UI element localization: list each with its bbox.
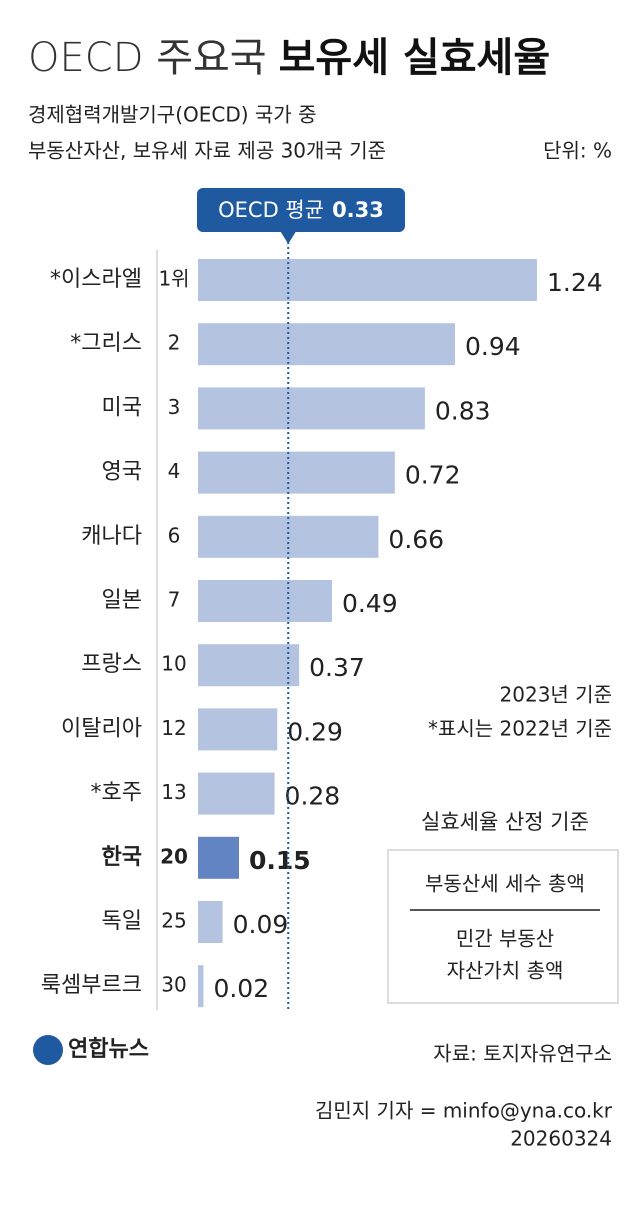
formula-box [387, 849, 619, 1004]
value-label: 0.83 [435, 396, 491, 425]
callout-pointer [280, 231, 297, 244]
value-label: 0.02 [213, 974, 269, 1003]
category-label: 룩셈부르크 [41, 973, 142, 998]
title-light: OECD 주요국 [28, 35, 267, 81]
reference-name: OECD 평균 [218, 198, 324, 222]
logo-icon [33, 1035, 63, 1065]
rank-label: 20 [160, 844, 188, 868]
rank-label: 7 [168, 588, 181, 612]
category-label: 이탈리아 [61, 716, 142, 741]
bar [198, 259, 537, 301]
chart-title: OECD 주요국 보유세 실효세율 [28, 35, 550, 81]
rank-label: 3 [168, 395, 181, 419]
subtitle: 경제협력개발기구(OECD) 국가 중 [28, 103, 316, 127]
value-label: 0.28 [285, 782, 341, 811]
rank-label: 30 [161, 973, 186, 997]
note: 2023년 기준 [500, 683, 612, 707]
title-bold: 보유세 실효세율 [279, 35, 551, 81]
value-label: 0.49 [342, 589, 398, 618]
subtitle: 부동산자산, 보유세 자료 제공 30개국 기준 [28, 139, 386, 163]
credit: 김민지 기자 = minfo@yna.co.kr [315, 1099, 613, 1123]
category-label: 영국 [102, 460, 142, 485]
bar [198, 387, 425, 430]
rank-label: 13 [161, 780, 186, 804]
category-label: 한국 [102, 845, 142, 870]
value-label: 0.09 [233, 910, 289, 939]
rank-label: 6 [168, 523, 181, 547]
category-label: *이스라엘 [50, 267, 142, 292]
category-label: *그리스 [70, 331, 142, 356]
value-label: 0.37 [309, 653, 365, 682]
bar [198, 901, 223, 943]
bar [198, 451, 395, 494]
category-label: 미국 [102, 395, 142, 420]
bar [198, 836, 240, 879]
category-label: 독일 [102, 909, 142, 934]
category-label: 캐나다 [81, 524, 142, 549]
bar [198, 708, 278, 751]
category-label: 일본 [102, 588, 142, 613]
value-label: 0.29 [287, 717, 343, 746]
value-label: 0.66 [388, 525, 444, 554]
bar [198, 772, 275, 815]
reference-label: OECD 평균 0.33 [218, 198, 384, 222]
logo: 연합뉴스 [68, 1036, 149, 1062]
formula-numerator: 부동산세 세수 총액 [425, 872, 585, 896]
bar [198, 323, 455, 366]
reference-value: 0.33 [332, 198, 384, 222]
value-label: 0.72 [405, 461, 461, 490]
rank-label: 12 [161, 716, 186, 740]
value-label: 1.24 [547, 268, 603, 297]
note: *표시는 2022년 기준 [428, 717, 612, 741]
category-label: 프랑스 [81, 652, 142, 677]
rank-label: 4 [168, 459, 181, 483]
value-label: 0.94 [465, 332, 521, 361]
reference-callout [197, 188, 405, 232]
formula-title: 실효세율 산정 기준 [421, 810, 589, 834]
rank-label: 1위 [158, 267, 189, 291]
rank-label: 10 [161, 652, 186, 676]
date: 20260324 [510, 1127, 612, 1151]
rank-label: 25 [161, 909, 186, 933]
source: 자료: 토지자유연구소 [433, 1042, 612, 1066]
formula-denominator: 민간 부동산 [456, 927, 554, 951]
bar [198, 644, 300, 687]
formula-denominator: 자산가치 총액 [447, 959, 564, 983]
value-label: 0.15 [249, 846, 311, 875]
bar [198, 965, 204, 1008]
rank-label: 2 [168, 331, 181, 355]
bar [198, 580, 332, 622]
unit: 단위: % [543, 139, 612, 163]
category-label: *호주 [91, 781, 142, 806]
